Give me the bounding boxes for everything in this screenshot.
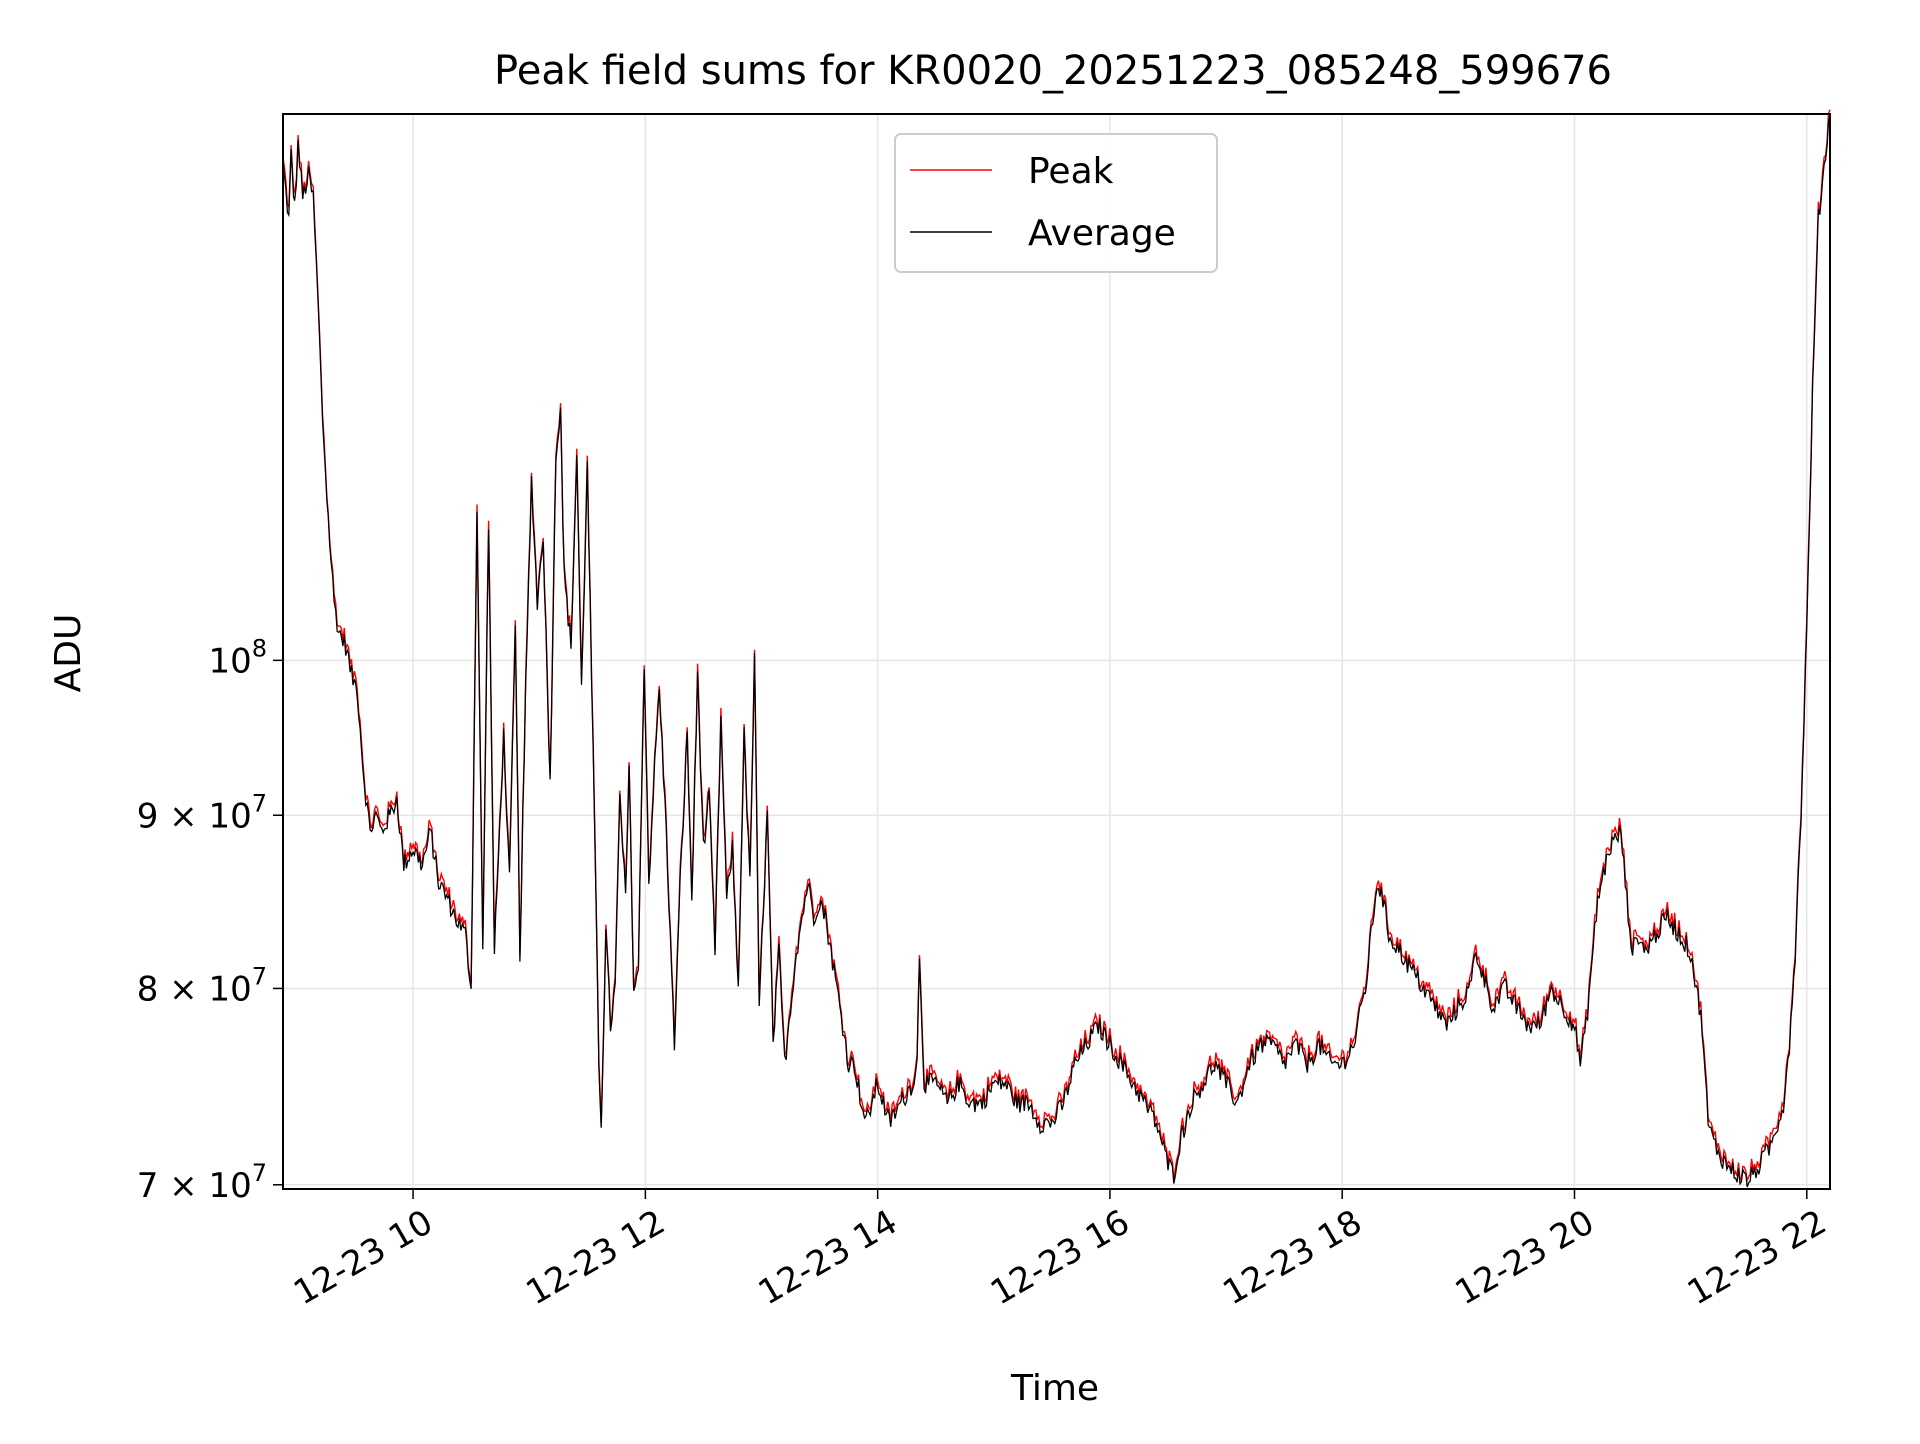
x-tick-label: 12-23 10 — [287, 1202, 439, 1313]
legend: Peak Average — [894, 133, 1218, 273]
y-tick-exponent: 7 — [252, 962, 267, 990]
series-layer — [282, 109, 1831, 1188]
y-tick-mantissa: 9 — [137, 796, 159, 836]
x-tick-label: 12-23 16 — [984, 1202, 1136, 1313]
x-tick-label: 12-23 12 — [519, 1202, 671, 1313]
legend-box — [894, 133, 1218, 273]
x-tick-label: 12-23 18 — [1216, 1202, 1368, 1313]
series-average-line — [282, 113, 1831, 1188]
x-axis: 12-23 10 12-23 12 12-23 14 12-23 16 12-23 18… — [287, 1189, 1833, 1313]
x-tick-label: 12-23 22 — [1681, 1202, 1833, 1313]
chart-title: Peak field sums for KR0020_20251223_0852… — [494, 48, 1612, 94]
y-tick-mantissa: 7 — [137, 1166, 159, 1206]
y-tick-base: × 10 — [158, 1166, 251, 1206]
y-tick-mantissa: 8 — [137, 969, 159, 1009]
y-tick-base: × 10 — [158, 969, 251, 1009]
grid — [283, 114, 1830, 1189]
y-tick-base: × 10 — [158, 796, 251, 836]
x-tick-label: 12-23 14 — [752, 1202, 904, 1313]
plot-frame — [282, 113, 1831, 1190]
y-tick-base: 10 — [208, 641, 251, 681]
legend-peak-label: Peak — [1028, 151, 1114, 192]
y-tick-label: 8 × 107 — [137, 962, 267, 1009]
y-tick-exponent: 8 — [252, 634, 267, 662]
y-tick-exponent: 7 — [252, 1159, 267, 1187]
legend-average-label: Average — [1028, 213, 1176, 254]
y-axis-label: ADU — [48, 614, 89, 693]
y-tick-label: 108 — [208, 634, 267, 681]
y-tick-label: 7 × 107 — [137, 1159, 267, 1206]
y-tick-label: 9 × 107 — [137, 789, 267, 836]
x-axis-label: Time — [1010, 1368, 1099, 1409]
x-tick-label: 12-23 20 — [1449, 1202, 1601, 1313]
y-tick-exponent: 7 — [252, 789, 267, 817]
